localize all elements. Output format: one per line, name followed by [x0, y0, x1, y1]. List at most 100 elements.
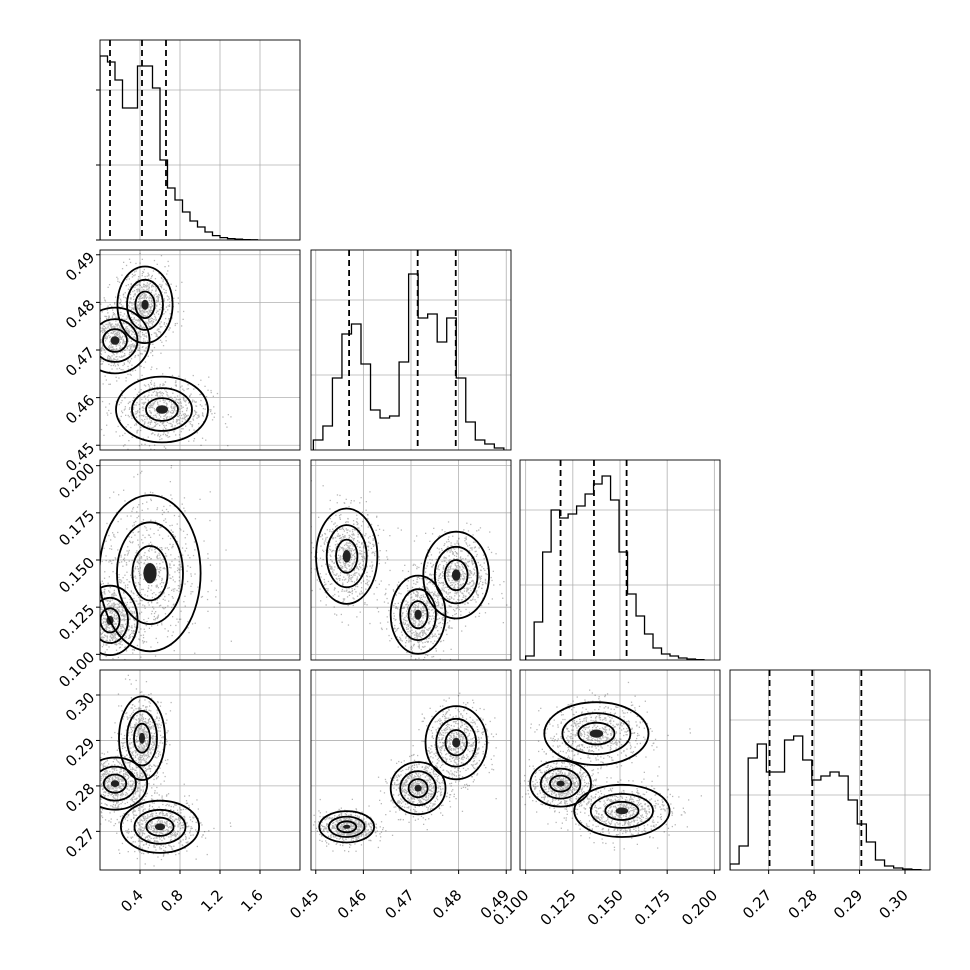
panel-frame — [519, 459, 721, 661]
x-tick-label: 1.2 — [197, 886, 227, 916]
x-tick-label: 0.125 — [537, 886, 580, 929]
density-contour — [327, 815, 366, 838]
sample-points — [520, 681, 702, 851]
density-contour — [133, 722, 151, 754]
x-tick-label: 0.47 — [381, 886, 417, 922]
density-contour — [133, 808, 187, 845]
density-contour — [389, 761, 447, 816]
density-contour — [100, 494, 202, 653]
density-contour — [399, 588, 437, 642]
x-tick-label: 0.46 — [334, 886, 370, 922]
sample-points — [313, 692, 497, 853]
tick-labels-layer: 0.4 0.8 1.2 1.6 0.45 0.46 0.47 0.48 0.490.100 0.1… — [55, 89, 912, 929]
density-contour — [145, 397, 179, 422]
y-tick-label: 0.29 — [62, 734, 98, 770]
density-peak — [156, 405, 168, 414]
density-contour — [336, 820, 358, 834]
x-tick-label: 0.30 — [875, 886, 911, 922]
y-tick-label: 0.100 — [55, 648, 98, 691]
y-tick-label: 0.49 — [62, 248, 98, 284]
density-contour — [318, 810, 376, 844]
histogram-steps — [312, 273, 505, 450]
density-contour — [315, 507, 379, 605]
density-peak — [110, 336, 120, 345]
density-contour — [573, 783, 671, 838]
density-contour — [529, 759, 592, 808]
histogram-panel-p4 — [729, 669, 931, 871]
density-peak — [143, 563, 157, 584]
density-contour — [589, 793, 654, 829]
density-peak — [556, 780, 565, 787]
density-contour — [115, 375, 209, 444]
x-tick-label: 0.45 — [286, 886, 322, 922]
density-contour — [443, 559, 469, 592]
density-contour — [444, 729, 468, 757]
scatter-panel-p1-p4 — [99, 669, 301, 871]
scatter-panel-p3-p4 — [519, 669, 721, 871]
density-contour — [424, 705, 488, 781]
density-peak — [414, 784, 422, 792]
x-tick-label: 0.4 — [117, 886, 147, 916]
density-contour — [407, 778, 429, 799]
density-contour — [100, 765, 137, 802]
density-peak — [452, 737, 461, 748]
density-contour — [325, 524, 368, 589]
density-contour — [126, 710, 158, 767]
y-tick-label: 0.175 — [55, 506, 98, 549]
density-peak — [414, 609, 422, 620]
x-tick-label: 0.150 — [584, 886, 627, 929]
panels-layer — [99, 39, 931, 871]
y-tick-label: 0.46 — [62, 391, 98, 427]
x-tick-label: 0.27 — [739, 886, 775, 922]
density-contour — [100, 318, 139, 363]
density-contour — [102, 773, 128, 794]
panel-frame — [310, 249, 512, 451]
panel-frame — [99, 39, 301, 241]
y-tick-label: 0.48 — [62, 296, 98, 332]
density-peak — [139, 732, 145, 744]
x-tick-label: 0.29 — [830, 886, 866, 922]
density-peak — [110, 780, 120, 787]
panel-frame — [99, 669, 301, 871]
scatter-panel-p2-p4 — [310, 669, 512, 871]
x-tick-label: 0.200 — [678, 886, 721, 929]
density-contour — [102, 328, 128, 353]
y-tick-label: 0.150 — [55, 554, 98, 597]
density-contour — [435, 717, 478, 768]
density-contour — [100, 756, 149, 811]
density-contour — [549, 774, 573, 793]
scatter-panel-p1-p2 — [99, 249, 301, 451]
density-peak — [141, 299, 149, 310]
density-contour — [131, 545, 169, 602]
x-tick-label: 0.175 — [631, 886, 674, 929]
x-tick-label: 0.28 — [785, 886, 821, 922]
density-contour — [543, 701, 650, 766]
density-contour — [399, 770, 437, 807]
density-contour — [389, 574, 447, 655]
density-contour — [126, 278, 164, 331]
scatter-panel-p1-p3 — [99, 459, 301, 661]
density-contour — [433, 545, 479, 605]
density-contour — [335, 538, 359, 574]
density-contour — [116, 265, 174, 344]
density-contour — [561, 712, 632, 755]
density-contour — [120, 799, 200, 854]
y-tick-label: 0.47 — [62, 344, 98, 380]
x-tick-label: 1.6 — [237, 886, 267, 916]
density-contour — [100, 306, 151, 375]
density-contour — [116, 521, 184, 625]
histogram-panel-p2 — [310, 249, 512, 451]
x-tick-label: 0.48 — [429, 886, 465, 922]
density-contour — [131, 387, 193, 432]
density-contour — [134, 290, 156, 320]
density-contour — [145, 816, 175, 837]
density-peak — [343, 824, 351, 829]
density-peak — [154, 823, 166, 831]
y-tick-label: 0.30 — [62, 689, 98, 725]
panel-frame — [310, 459, 512, 661]
density-contour — [422, 530, 491, 620]
histogram-steps — [730, 735, 922, 870]
histogram-panel-p3 — [519, 459, 721, 661]
density-peak — [589, 729, 604, 738]
